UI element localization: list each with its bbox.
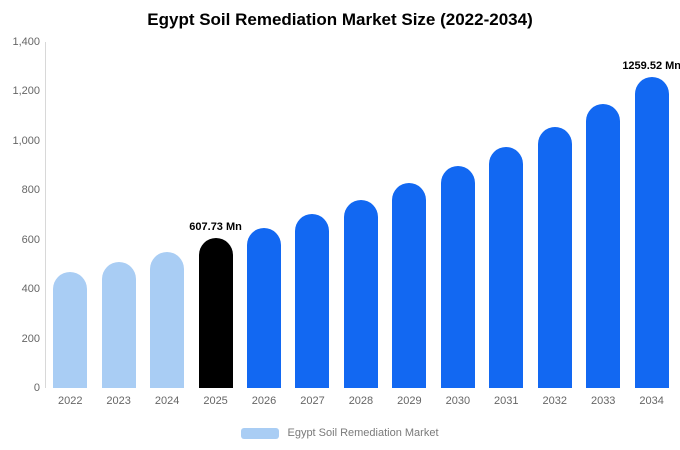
x-axis-label: 2030 [445,395,471,407]
y-axis-tick-label: 400 [21,283,40,296]
bar-slot [482,42,530,388]
x-axis-label: 2025 [203,395,228,407]
bar-slot [240,42,288,388]
x-axis-label: 2026 [251,395,277,407]
x-axis-label: 2027 [300,395,325,407]
y-axis: 0 200 400 600 800 1,000 1,200 1,400 [0,36,40,394]
y-axis-line [45,42,46,388]
bar-slot [46,42,94,388]
x-axis-label: 2023 [106,395,131,407]
x-axis-label: 2031 [494,395,519,407]
x-axis-label: 2024 [154,395,180,407]
x-axis: 2022 2023 2024 2025 2026 2027 2028 2029 2030 2031… [46,395,676,407]
bar-2029 [392,183,427,388]
plot-area: 607.73 Mn 1259.52 Mn [46,42,680,388]
y-axis-tick-label: 800 [21,184,40,197]
bar-slot [337,42,385,388]
bar-2022 [53,271,88,388]
y-axis-tick-label: 1,400 [12,36,40,48]
bar-slot: 1259.52 Mn [622,42,680,388]
bar-2023 [101,262,136,388]
bar-2034 [634,76,669,388]
chart-title: Egypt Soil Remediation Market Size (2022… [147,10,533,29]
bar-2025 [198,237,233,388]
bar-slot [579,42,627,388]
y-axis-tick-label: 0 [33,382,40,394]
x-axis-label: 2029 [397,395,422,407]
bar-slot [434,42,482,388]
bar-slot [95,42,143,388]
x-axis-label: 2028 [348,395,374,407]
bar-2031 [489,147,524,388]
x-axis-label: 2033 [590,395,616,407]
bar-2030 [440,166,475,388]
bar-2026 [247,227,282,388]
bar-slot [531,42,579,388]
bar-2028 [343,199,378,388]
legend: Egypt Soil Remediation Market [0,427,680,439]
y-axis-tick-label: 200 [21,332,40,345]
bar-value-label: 1259.52 Mn [622,59,680,72]
bar-slot [288,42,336,388]
bar-slot [143,42,191,388]
legend-swatch [241,427,280,439]
bar-2024 [150,251,185,388]
x-axis-label: 2034 [639,395,664,407]
y-axis-tick-label: 600 [21,233,40,246]
legend-label: Egypt Soil Remediation Market [287,427,439,439]
x-axis-label: 2022 [57,395,83,407]
bar-value-label: 607.73 Mn [189,220,242,233]
bar-2027 [295,213,330,388]
bar-slot [385,42,433,388]
bar-slot: 607.73 Mn [189,42,242,388]
y-axis-tick-label: 1,200 [12,85,40,98]
bar-2033 [586,104,621,388]
y-axis-tick-label: 1,000 [12,134,40,147]
bar-2032 [537,127,572,388]
x-axis-label: 2032 [542,395,567,407]
